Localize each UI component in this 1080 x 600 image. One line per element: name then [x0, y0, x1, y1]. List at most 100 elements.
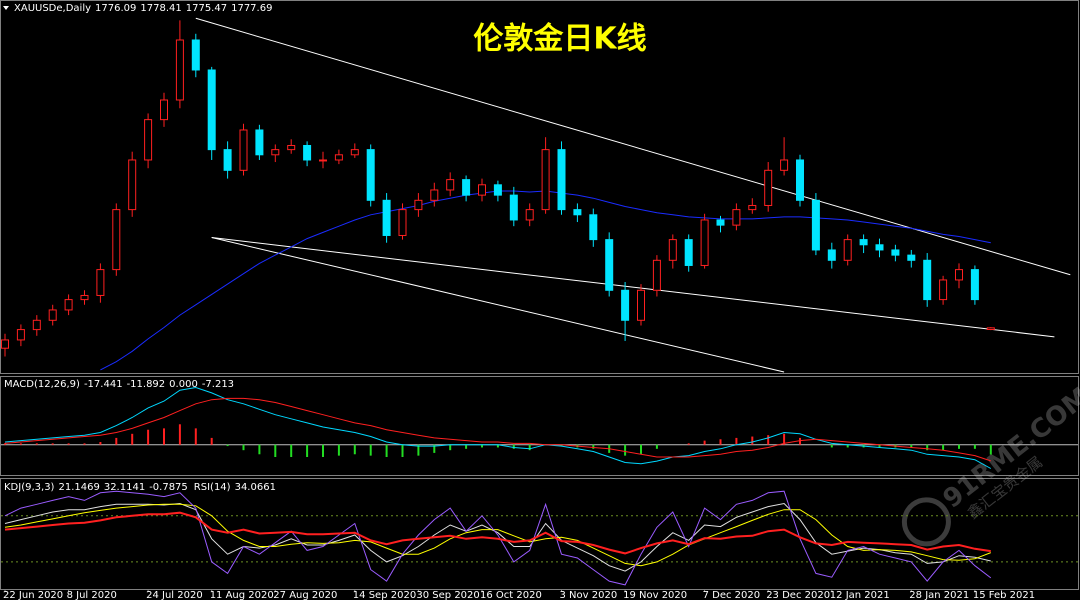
x-tick-label: 19 Nov 2020: [623, 590, 687, 600]
d-value: 32.1141: [104, 482, 145, 493]
macd-bar: [640, 444, 642, 455]
j-value: -0.7875: [149, 482, 188, 493]
candle-body: [875, 244, 884, 251]
macd-bar: [274, 444, 277, 457]
macd-bar: [989, 444, 992, 455]
candle-body: [700, 219, 709, 266]
candle-body: [716, 219, 725, 226]
candle-body: [175, 39, 184, 101]
close: 1777.69: [231, 3, 272, 14]
candle-body: [573, 209, 582, 216]
macd-bar: [942, 444, 945, 451]
candle-body: [1, 339, 9, 349]
menu-arrow: [3, 6, 9, 10]
x-tick-label: 7 Dec 2020: [703, 590, 761, 600]
macd-bar: [242, 444, 245, 451]
macd-bar: [449, 444, 452, 451]
plot: 22 Jun 2020 8 Jul 2020 24 Jul 2020 11 Aug 2…: [1, 17, 1078, 600]
candle-body: [589, 214, 598, 241]
macd-bar: [226, 444, 229, 447]
x-tick-label: 3 Nov 2020: [560, 590, 618, 600]
macd-bar: [290, 444, 293, 457]
macd-panel: [0, 376, 1079, 476]
x-tick-label: 24 Jul 2020: [146, 590, 203, 600]
candle-body: [462, 179, 471, 196]
candle-body: [366, 149, 375, 201]
macd-bar: [878, 444, 881, 448]
candle-body: [414, 199, 423, 211]
candle-body: [668, 239, 677, 261]
x-tick-label: 15 Feb 2021: [973, 590, 1035, 600]
candle-body: [859, 239, 868, 246]
candle-body: [144, 119, 153, 161]
x-tick-label: 28 Jan 2021: [909, 590, 969, 600]
macd-bar: [83, 443, 86, 445]
macd-bar: [306, 444, 309, 457]
candle-body: [970, 269, 979, 301]
k-value: 21.1469: [58, 482, 99, 493]
candle-body: [780, 159, 789, 171]
open: 1776.09: [95, 3, 136, 14]
main-panel: [0, 0, 1079, 374]
candle-body: [160, 99, 168, 121]
trendline: [211, 237, 1055, 338]
macd-bar: [735, 437, 738, 445]
candle-body: [32, 319, 41, 331]
candle-body: [80, 294, 89, 301]
x-tick-label: 16 Oct 2020: [480, 590, 542, 600]
candle-body: [605, 239, 614, 291]
candle-body: [191, 39, 200, 71]
candle-body: [811, 199, 820, 251]
macd-bar: [353, 444, 356, 455]
candle-body: [350, 149, 359, 156]
macd-level: 0.000: [169, 379, 198, 390]
candle-body: [652, 259, 661, 291]
candle-body: [287, 144, 296, 151]
candle-body: [239, 129, 248, 171]
x-tick-label: 30 Sep 2020: [416, 590, 479, 600]
series-line: [4, 397, 991, 462]
low: 1775.47: [186, 3, 227, 14]
rsi-value: 34.0661: [235, 482, 276, 493]
macd-readout: MACD(12,26,9) -17.441 -11.892 0.000 -7.213: [4, 379, 234, 390]
candle-body: [748, 204, 757, 211]
candle-body: [684, 239, 693, 266]
macd-bar: [783, 433, 786, 445]
kdj-title: KDJ(9,3,3): [4, 482, 55, 493]
macd-bar: [624, 444, 627, 456]
candle-body: [303, 144, 312, 161]
macd-bar: [560, 444, 563, 447]
macd-bar: [4, 443, 6, 445]
series-line: [4, 386, 992, 469]
candle-body: [382, 199, 391, 236]
macd-bar: [910, 444, 913, 448]
candle-body: [207, 69, 216, 151]
candle-body: [271, 149, 280, 156]
candle-body: [843, 239, 852, 261]
macd-bar: [401, 444, 404, 457]
macd-bar: [496, 444, 499, 448]
macd-bar: [385, 444, 388, 457]
macd-bar: [926, 444, 929, 451]
macd-hist: -7.213: [202, 379, 234, 390]
candle-body: [827, 249, 836, 261]
macd-bar: [337, 444, 340, 456]
macd-bar: [528, 444, 531, 451]
macd-bar: [417, 444, 420, 456]
x-tick-label: 22 Jun 2020: [3, 590, 63, 600]
candle-body: [334, 154, 343, 161]
x-tick-label: 23 Dec 2020: [766, 590, 830, 600]
x-tick-label: 12 Jan 2021: [830, 590, 890, 600]
candle-body: [907, 254, 916, 261]
macd-bar: [147, 429, 150, 445]
x-tick-label: 14 Sep 2020: [353, 590, 416, 600]
macd-bar: [465, 444, 468, 449]
candle-body: [64, 299, 73, 311]
macd-bar: [767, 435, 770, 445]
macd-bar: [369, 444, 372, 456]
macd-bar: [99, 442, 102, 445]
macd-bar: [194, 428, 197, 445]
candle-body: [764, 169, 773, 206]
